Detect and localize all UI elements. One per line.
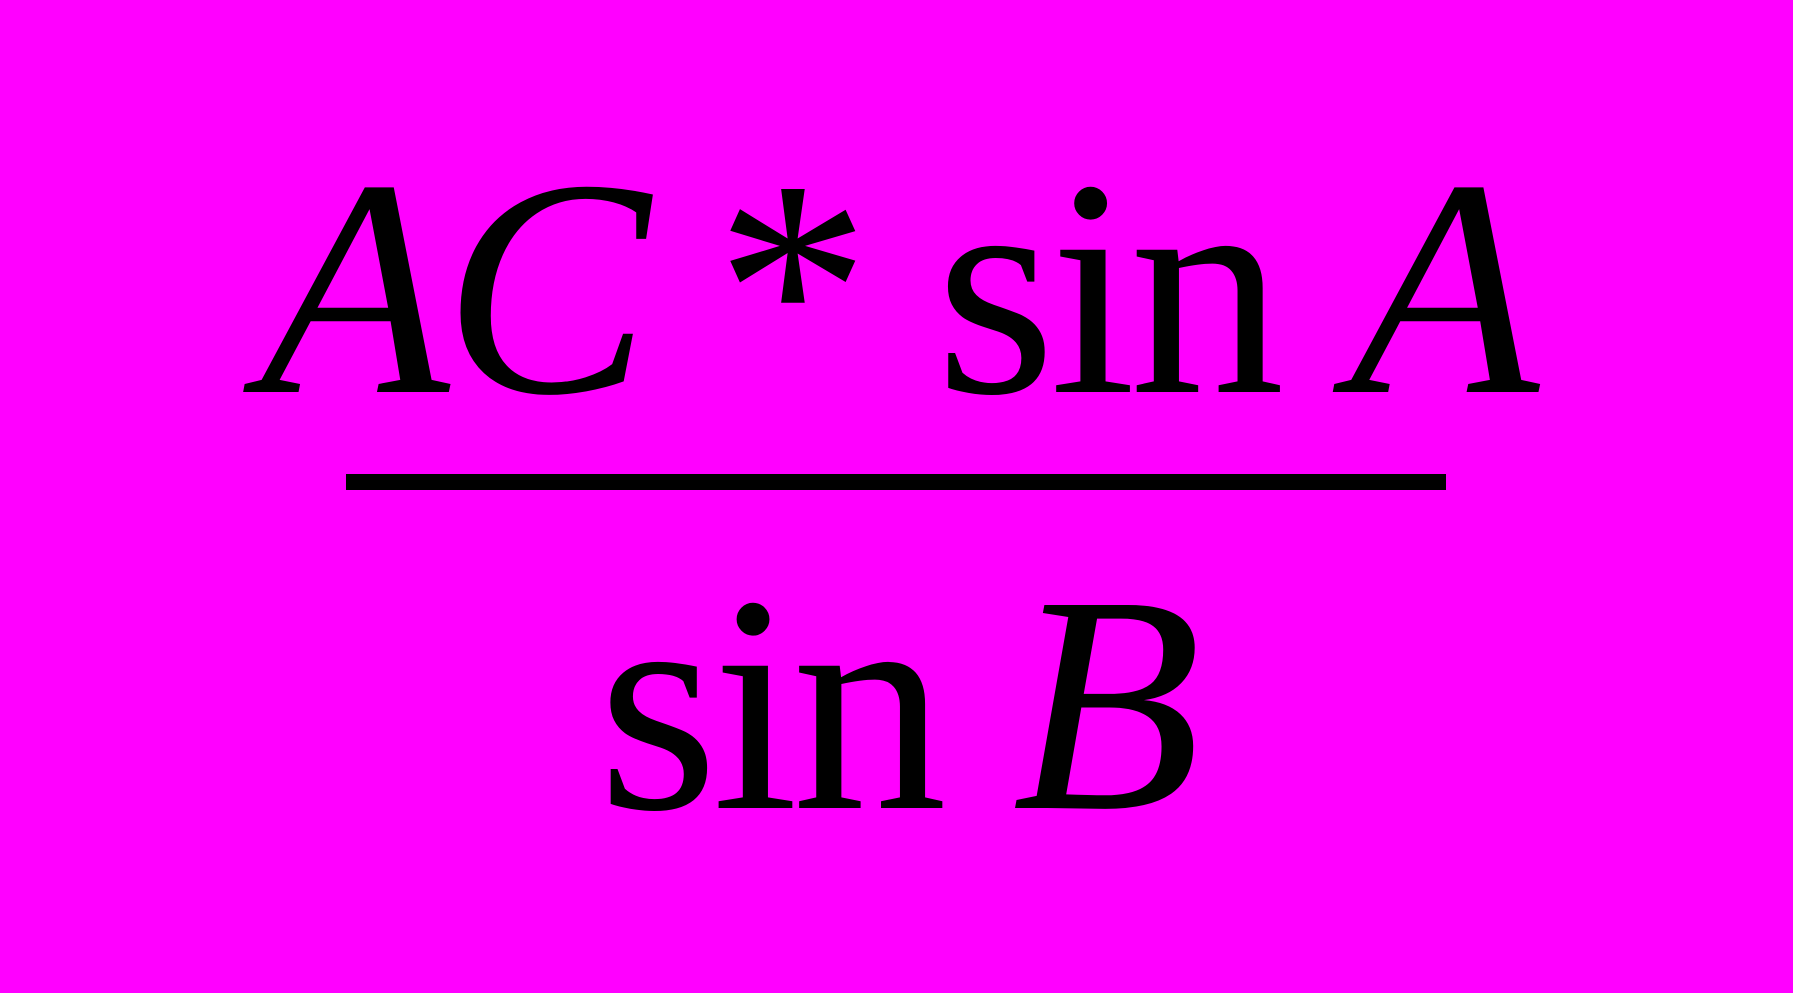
numerator-space [1278, 117, 1349, 460]
numerator-arg-a: A [1350, 117, 1533, 460]
numerator-operator: * [644, 117, 935, 460]
denominator-function-sin: sin [598, 533, 941, 876]
fraction-bar [346, 474, 1446, 490]
numerator-function-sin: sin [935, 117, 1278, 460]
numerator-term-ac: AC [260, 117, 644, 460]
fraction-denominator: sin B [598, 490, 1196, 860]
denominator-space [941, 533, 1012, 876]
math-fraction: AC * sin A sin B [260, 134, 1533, 860]
fraction-numerator: AC * sin A [260, 134, 1533, 474]
denominator-arg-b: B [1012, 533, 1195, 876]
